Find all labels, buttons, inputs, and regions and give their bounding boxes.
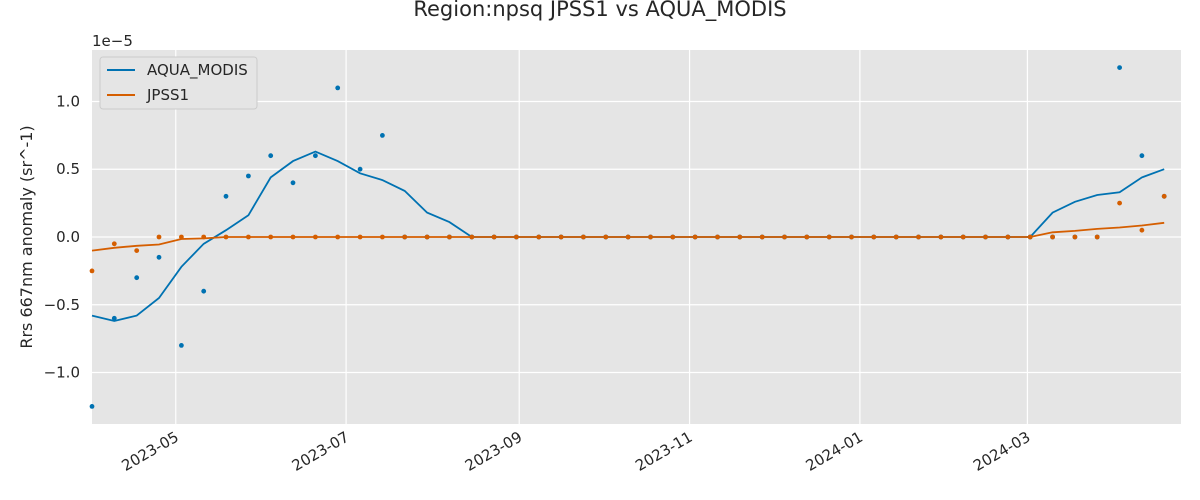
data-point-aqua-modis [223, 193, 229, 199]
data-point-jpss1 [558, 234, 564, 240]
data-point-jpss1 [893, 234, 899, 240]
data-point-aqua-modis [156, 254, 162, 260]
data-point-jpss1 [514, 234, 519, 240]
data-point-aqua-modis [313, 153, 318, 159]
data-point-aqua-modis [134, 275, 140, 281]
data-point-jpss1 [223, 234, 229, 240]
data-point-aqua-modis [89, 404, 95, 409]
data-point-jpss1 [89, 268, 95, 274]
data-point-jpss1 [491, 234, 497, 240]
data-point-jpss1 [1005, 234, 1011, 240]
data-point-aqua-modis [1117, 65, 1122, 70]
data-point-jpss1 [1139, 227, 1145, 233]
data-point-jpss1 [201, 234, 207, 240]
y-axis: −1.0 −0.5 0.0 0.5 1.0 [44, 92, 80, 381]
x-tick-label: 2023-11 [632, 428, 695, 475]
legend: AQUA_MODIS JPSS1 [99, 56, 258, 110]
data-point-aqua-modis [201, 288, 207, 294]
data-point-jpss1 [246, 234, 251, 240]
data-point-jpss1 [335, 234, 341, 240]
data-point-jpss1 [983, 234, 988, 240]
data-point-jpss1 [179, 234, 184, 240]
data-point-jpss1 [960, 234, 966, 240]
data-point-aqua-modis [1139, 153, 1145, 159]
data-point-aqua-modis [268, 153, 274, 159]
x-tick-label: 2023-05 [118, 428, 181, 475]
legend-label-jpss1: JPSS1 [146, 86, 189, 104]
data-point-jpss1 [826, 234, 832, 240]
y-offset-label: 1e−5 [92, 32, 133, 50]
data-point-jpss1 [692, 234, 698, 240]
data-point-jpss1 [648, 234, 653, 240]
x-tick-label: 2024-03 [970, 428, 1033, 475]
data-point-aqua-modis [357, 166, 363, 172]
series-points [89, 65, 1167, 409]
legend-label-aqua-modis: AQUA_MODIS [147, 61, 248, 80]
data-point-jpss1 [134, 248, 140, 254]
data-point-aqua-modis [335, 85, 341, 91]
y-tick-label: −1.0 [44, 364, 80, 382]
data-point-jpss1 [871, 234, 877, 240]
data-point-aqua-modis [179, 343, 184, 348]
data-point-aqua-modis [290, 180, 296, 186]
data-point-jpss1 [581, 234, 586, 240]
x-tick-label: 2023-09 [462, 428, 525, 475]
x-tick-label: 2023-07 [289, 428, 352, 475]
data-point-jpss1 [737, 234, 743, 240]
data-point-jpss1 [447, 234, 452, 240]
data-point-jpss1 [1161, 193, 1167, 199]
data-point-jpss1 [1117, 200, 1122, 206]
data-point-jpss1 [313, 234, 318, 240]
data-point-jpss1 [804, 234, 810, 240]
data-point-jpss1 [1094, 234, 1100, 240]
data-point-jpss1 [1027, 234, 1033, 240]
data-point-jpss1 [469, 234, 475, 240]
data-point-jpss1 [759, 234, 765, 240]
data-point-jpss1 [290, 234, 296, 240]
y-axis-label: Rrs 667nm anomaly (sr^-1) [17, 125, 36, 348]
data-point-jpss1 [357, 234, 363, 240]
data-point-aqua-modis [380, 133, 385, 138]
data-point-aqua-modis [246, 173, 251, 179]
data-point-jpss1 [536, 234, 542, 240]
data-point-jpss1 [670, 234, 676, 240]
data-point-jpss1 [111, 241, 117, 247]
x-tick-label: 2024-01 [803, 428, 866, 475]
data-point-jpss1 [268, 234, 274, 240]
data-point-jpss1 [938, 234, 944, 240]
x-axis: 2023-05 2023-07 2023-09 2023-11 2024-01 2024-… [118, 428, 1033, 475]
y-tick-label: 0.5 [56, 160, 80, 178]
data-point-jpss1 [402, 234, 408, 240]
data-point-aqua-modis [111, 315, 117, 321]
data-point-jpss1 [424, 234, 430, 240]
data-point-jpss1 [715, 234, 720, 240]
data-point-jpss1 [782, 234, 787, 240]
data-point-jpss1 [625, 234, 631, 240]
data-point-jpss1 [380, 234, 385, 240]
data-point-jpss1 [1072, 234, 1078, 240]
y-tick-label: 1.0 [56, 92, 80, 110]
legend-box [99, 56, 258, 110]
data-point-jpss1 [603, 234, 609, 240]
data-point-jpss1 [156, 234, 162, 240]
y-tick-label: 0.0 [56, 228, 80, 246]
chart-title: Region:npsq JPSS1 vs AQUA_MODIS [413, 0, 786, 22]
data-point-jpss1 [1050, 234, 1055, 240]
data-point-jpss1 [849, 234, 854, 240]
data-point-jpss1 [916, 234, 921, 240]
y-tick-label: −0.5 [44, 296, 80, 314]
